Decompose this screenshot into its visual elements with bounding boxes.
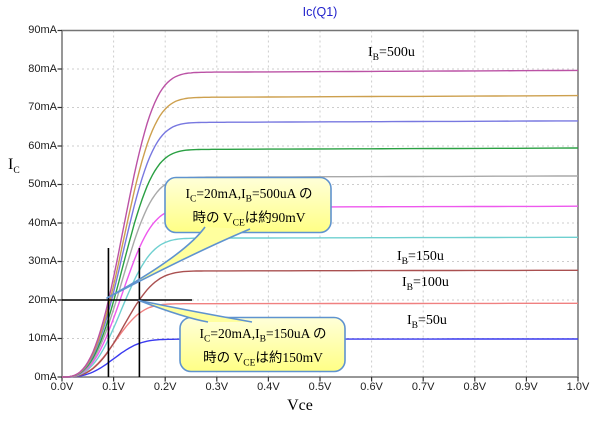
trace-ib-400u[interactable] <box>62 120 578 378</box>
callout-150u-line1[interactable]: IC=20mA,IB=150uA の <box>199 326 327 345</box>
x-axis-label: Vce <box>287 397 313 414</box>
curve-label-ib-100u: IB=100u <box>402 275 449 293</box>
x-tick-label: 0.9V <box>515 381 538 393</box>
x-tick-label: 0.4V <box>257 381 280 393</box>
callout-500u-body[interactable] <box>164 176 332 234</box>
x-tick-label: 1.0V <box>566 381 590 393</box>
callout-150u-line2[interactable]: 時の VCEは約150mV <box>203 350 323 369</box>
y-tick-label: 50mA <box>28 178 57 190</box>
trace-name-label[interactable]: Ic(Q1) <box>302 5 338 19</box>
curve-label-ib-150u: IB=150u <box>397 249 444 267</box>
x-tick-label: 0.6V <box>360 381 383 393</box>
trace-ib-150u[interactable] <box>62 269 578 378</box>
callout-150u-body[interactable] <box>179 316 346 373</box>
x-tick-label: 0.3V <box>205 381 229 393</box>
x-tick-label: 0.2V <box>153 381 177 393</box>
y-tick-label: 0mA <box>34 370 57 383</box>
x-tick-label: 0.8V <box>463 381 487 393</box>
y-tick-label: 60mA <box>28 139 57 152</box>
trace-ib-350u[interactable] <box>62 147 579 378</box>
y-axis-label: IC <box>8 156 20 177</box>
y-tick-label: 40mA <box>28 216 57 229</box>
y-tick-label: 80mA <box>28 62 57 75</box>
curve-label-ib-500u: IB=500u <box>368 45 415 63</box>
curve-label-ib-50u: IB=50u <box>407 313 447 331</box>
x-tick-label: 0.5V <box>308 381 332 393</box>
callout-500u-line1[interactable]: IC=20mA,IB=500uA の <box>185 186 313 205</box>
x-tick-label: 0.0V <box>50 381 74 393</box>
y-tick-label: 20mA <box>28 293 57 306</box>
callout-500u-line2[interactable]: 時の VCEは約90mV <box>192 210 306 229</box>
trace-ib-500u[interactable] <box>62 69 579 378</box>
x-tick-label: 0.7V <box>411 381 435 393</box>
trace-ib-200u[interactable] <box>62 236 578 378</box>
x-tick-label: 0.1V <box>102 381 125 393</box>
callout-500u-tail[interactable] <box>106 226 251 299</box>
trace-ib-450u[interactable] <box>62 94 579 378</box>
y-tick-label: 30mA <box>28 255 57 267</box>
y-tick-label: 10mA <box>28 332 57 344</box>
callout-150u-tail[interactable] <box>138 299 253 323</box>
y-tick-label: 90mA <box>28 24 57 36</box>
y-tick-label: 70mA <box>28 101 57 113</box>
